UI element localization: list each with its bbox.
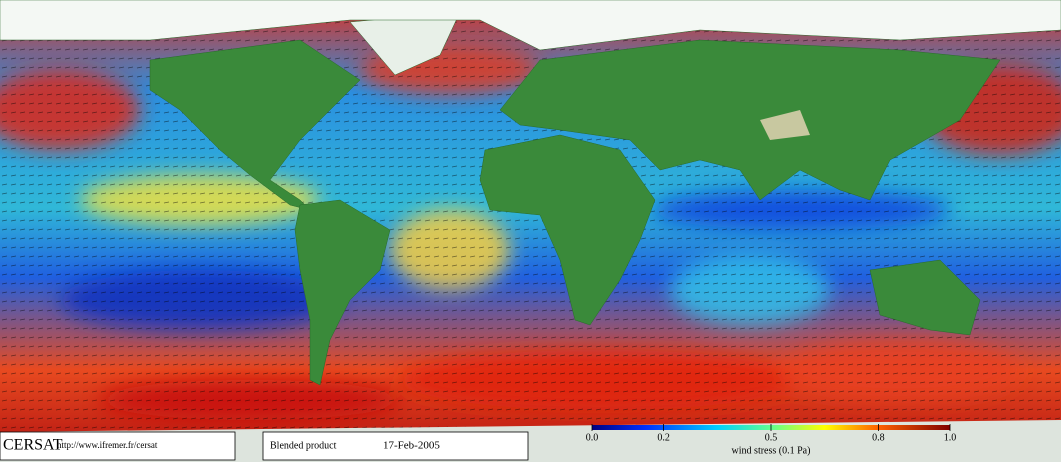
- colorbar-tick-label: 0.0: [586, 432, 599, 443]
- colorbar-tick-label: 0.2: [657, 432, 670, 443]
- logo: CERSAT: [3, 437, 63, 454]
- url: http://www.ifremer.fr/cersat: [57, 440, 158, 450]
- product: Blended product: [270, 440, 337, 451]
- colorbar-label: wind stress (0.1 Pa): [732, 445, 811, 456]
- colorbar-tick-label: 0.8: [872, 432, 885, 443]
- colorbar-tick-label: 0.5: [765, 432, 778, 443]
- date: 17-Feb-2005: [383, 440, 440, 452]
- credit-box: [0, 431, 236, 461]
- product-box: [262, 431, 529, 461]
- colorbar-tick-label: 1.0: [944, 432, 957, 443]
